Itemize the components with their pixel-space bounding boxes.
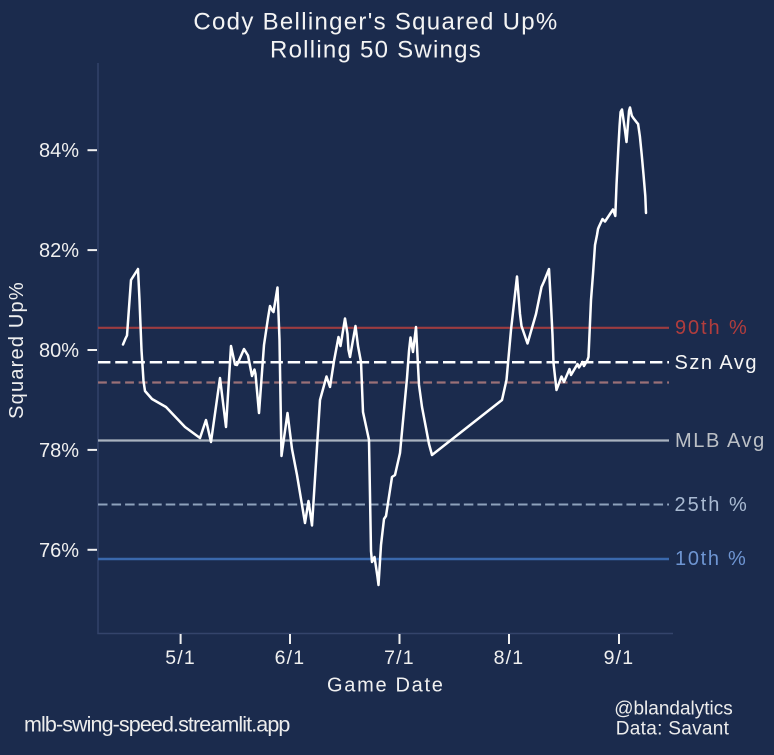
- svg-text:Data: Savant: Data: Savant: [616, 719, 730, 740]
- svg-text:90th %: 90th %: [675, 317, 749, 339]
- svg-text:6/1: 6/1: [275, 647, 306, 669]
- svg-text:Szn Avg: Szn Avg: [675, 352, 759, 374]
- svg-text:Squared Up%: Squared Up%: [6, 281, 28, 419]
- svg-text:78%: 78%: [39, 440, 79, 462]
- svg-text:MLB Avg: MLB Avg: [675, 430, 766, 452]
- svg-text:84%: 84%: [39, 140, 79, 162]
- svg-text:Rolling 50 Swings: Rolling 50 Swings: [270, 37, 482, 64]
- svg-text:mlb-swing-speed.streamlit.app: mlb-swing-speed.streamlit.app: [24, 713, 290, 737]
- svg-text:25th %: 25th %: [675, 494, 749, 516]
- svg-text:Cody Bellinger's Squared Up%: Cody Bellinger's Squared Up%: [193, 9, 558, 36]
- svg-text:7/1: 7/1: [384, 647, 415, 669]
- svg-text:8/1: 8/1: [494, 647, 525, 669]
- svg-text:10th %: 10th %: [675, 548, 747, 570]
- svg-text:76%: 76%: [39, 540, 79, 562]
- svg-text:9/1: 9/1: [604, 647, 635, 669]
- svg-text:Game Date: Game Date: [327, 675, 445, 697]
- svg-text:@blandalytics: @blandalytics: [614, 699, 733, 720]
- svg-text:82%: 82%: [39, 240, 79, 262]
- svg-text:80%: 80%: [39, 340, 79, 362]
- svg-text:5/1: 5/1: [165, 647, 196, 669]
